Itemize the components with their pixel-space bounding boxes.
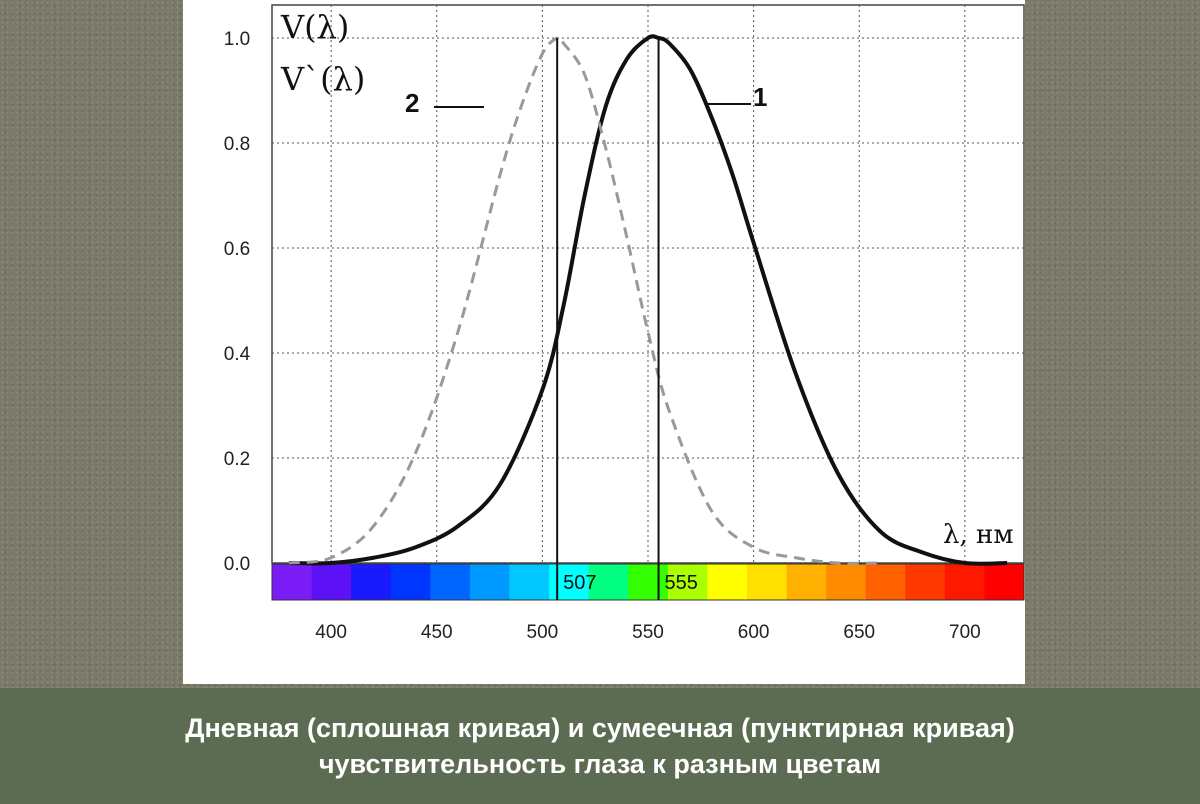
spectrum-bar xyxy=(271,563,1025,601)
caption-banner: Дневная (сплошная кривая) и сумеечная (п… xyxy=(0,688,1200,804)
spectrum-segment xyxy=(786,564,827,600)
y-axis-label-1: V(λ) xyxy=(280,8,349,46)
spectrum-segment xyxy=(984,564,1025,600)
curve-label-1: 1 xyxy=(753,82,767,112)
y-tick-label: 1.0 xyxy=(224,29,250,50)
x-tick-label: 450 xyxy=(421,622,453,643)
sensitivity-chart: 400 450 500 550 600 650 7000.00.20.40.60.81.0 … xyxy=(224,4,1025,643)
tick-labels: 400 450 500 550 600 650 700 0.0 0.2 0.4 0.6 0.8 1.0 xyxy=(224,29,981,643)
spectrum-segment xyxy=(272,564,313,600)
y-tick-label: 0.4 xyxy=(224,344,251,365)
chart-panel: 400 450 500 550 600 650 700 0.0 0.2 0.4 0.6 0.8 1.0 … xyxy=(183,0,1025,684)
x-tick-label: 650 xyxy=(843,622,875,643)
spectrum-segment xyxy=(588,564,629,600)
x-tick-label: 500 xyxy=(527,622,559,643)
spectrum-segment xyxy=(549,564,590,600)
spectrum-segment xyxy=(390,564,431,600)
spectrum-segment xyxy=(351,564,392,600)
spectrum-segment xyxy=(905,564,946,600)
spectrum-label: 555 xyxy=(665,572,698,594)
plot-frame xyxy=(271,4,1025,564)
spectrum-segment xyxy=(430,564,471,600)
curves xyxy=(288,34,1008,600)
spectrum-segment xyxy=(746,564,788,600)
y-tick-label: 0.6 xyxy=(224,239,250,260)
photopic-curve-1 xyxy=(288,34,1008,566)
x-axis-label: λ, нм xyxy=(943,520,1014,550)
x-tick-label: 600 xyxy=(738,622,770,643)
y-tick-label: 0.2 xyxy=(224,449,250,470)
spectrum-segment xyxy=(311,564,352,600)
grid xyxy=(271,4,1025,564)
caption-line-2: чувствительность глаза к разным цветам xyxy=(318,749,882,779)
annotations: 507 555 V(λ) V`(λ) λ, нм 2 1 xyxy=(280,8,1014,594)
y-tick-label: 0.8 xyxy=(224,134,250,155)
x-tick-label: 700 xyxy=(949,622,981,643)
spectrum-label: 507 xyxy=(563,572,596,594)
x-tick-label: 400 xyxy=(315,622,347,643)
spectrum-border xyxy=(271,563,1025,601)
y-tick-label: 0.0 xyxy=(224,554,250,575)
spectrum-segment xyxy=(628,564,669,600)
spectrum-segment xyxy=(826,564,867,600)
spectrum-segment xyxy=(707,564,748,600)
x-tick-label: 550 xyxy=(632,622,664,643)
spectrum-segment xyxy=(469,564,511,600)
spectrum-segment xyxy=(509,564,550,600)
curve-label-2: 2 xyxy=(405,88,419,118)
spectrum-segment xyxy=(667,564,708,600)
y-axis-label-2: V`(λ) xyxy=(280,60,365,98)
spectrum-segment xyxy=(865,564,906,600)
scotopic-curve-2 xyxy=(288,35,881,565)
spectrum-segment xyxy=(944,564,986,600)
caption-line-1: Дневная (сплошная кривая) и сумеечная (п… xyxy=(185,713,1015,743)
